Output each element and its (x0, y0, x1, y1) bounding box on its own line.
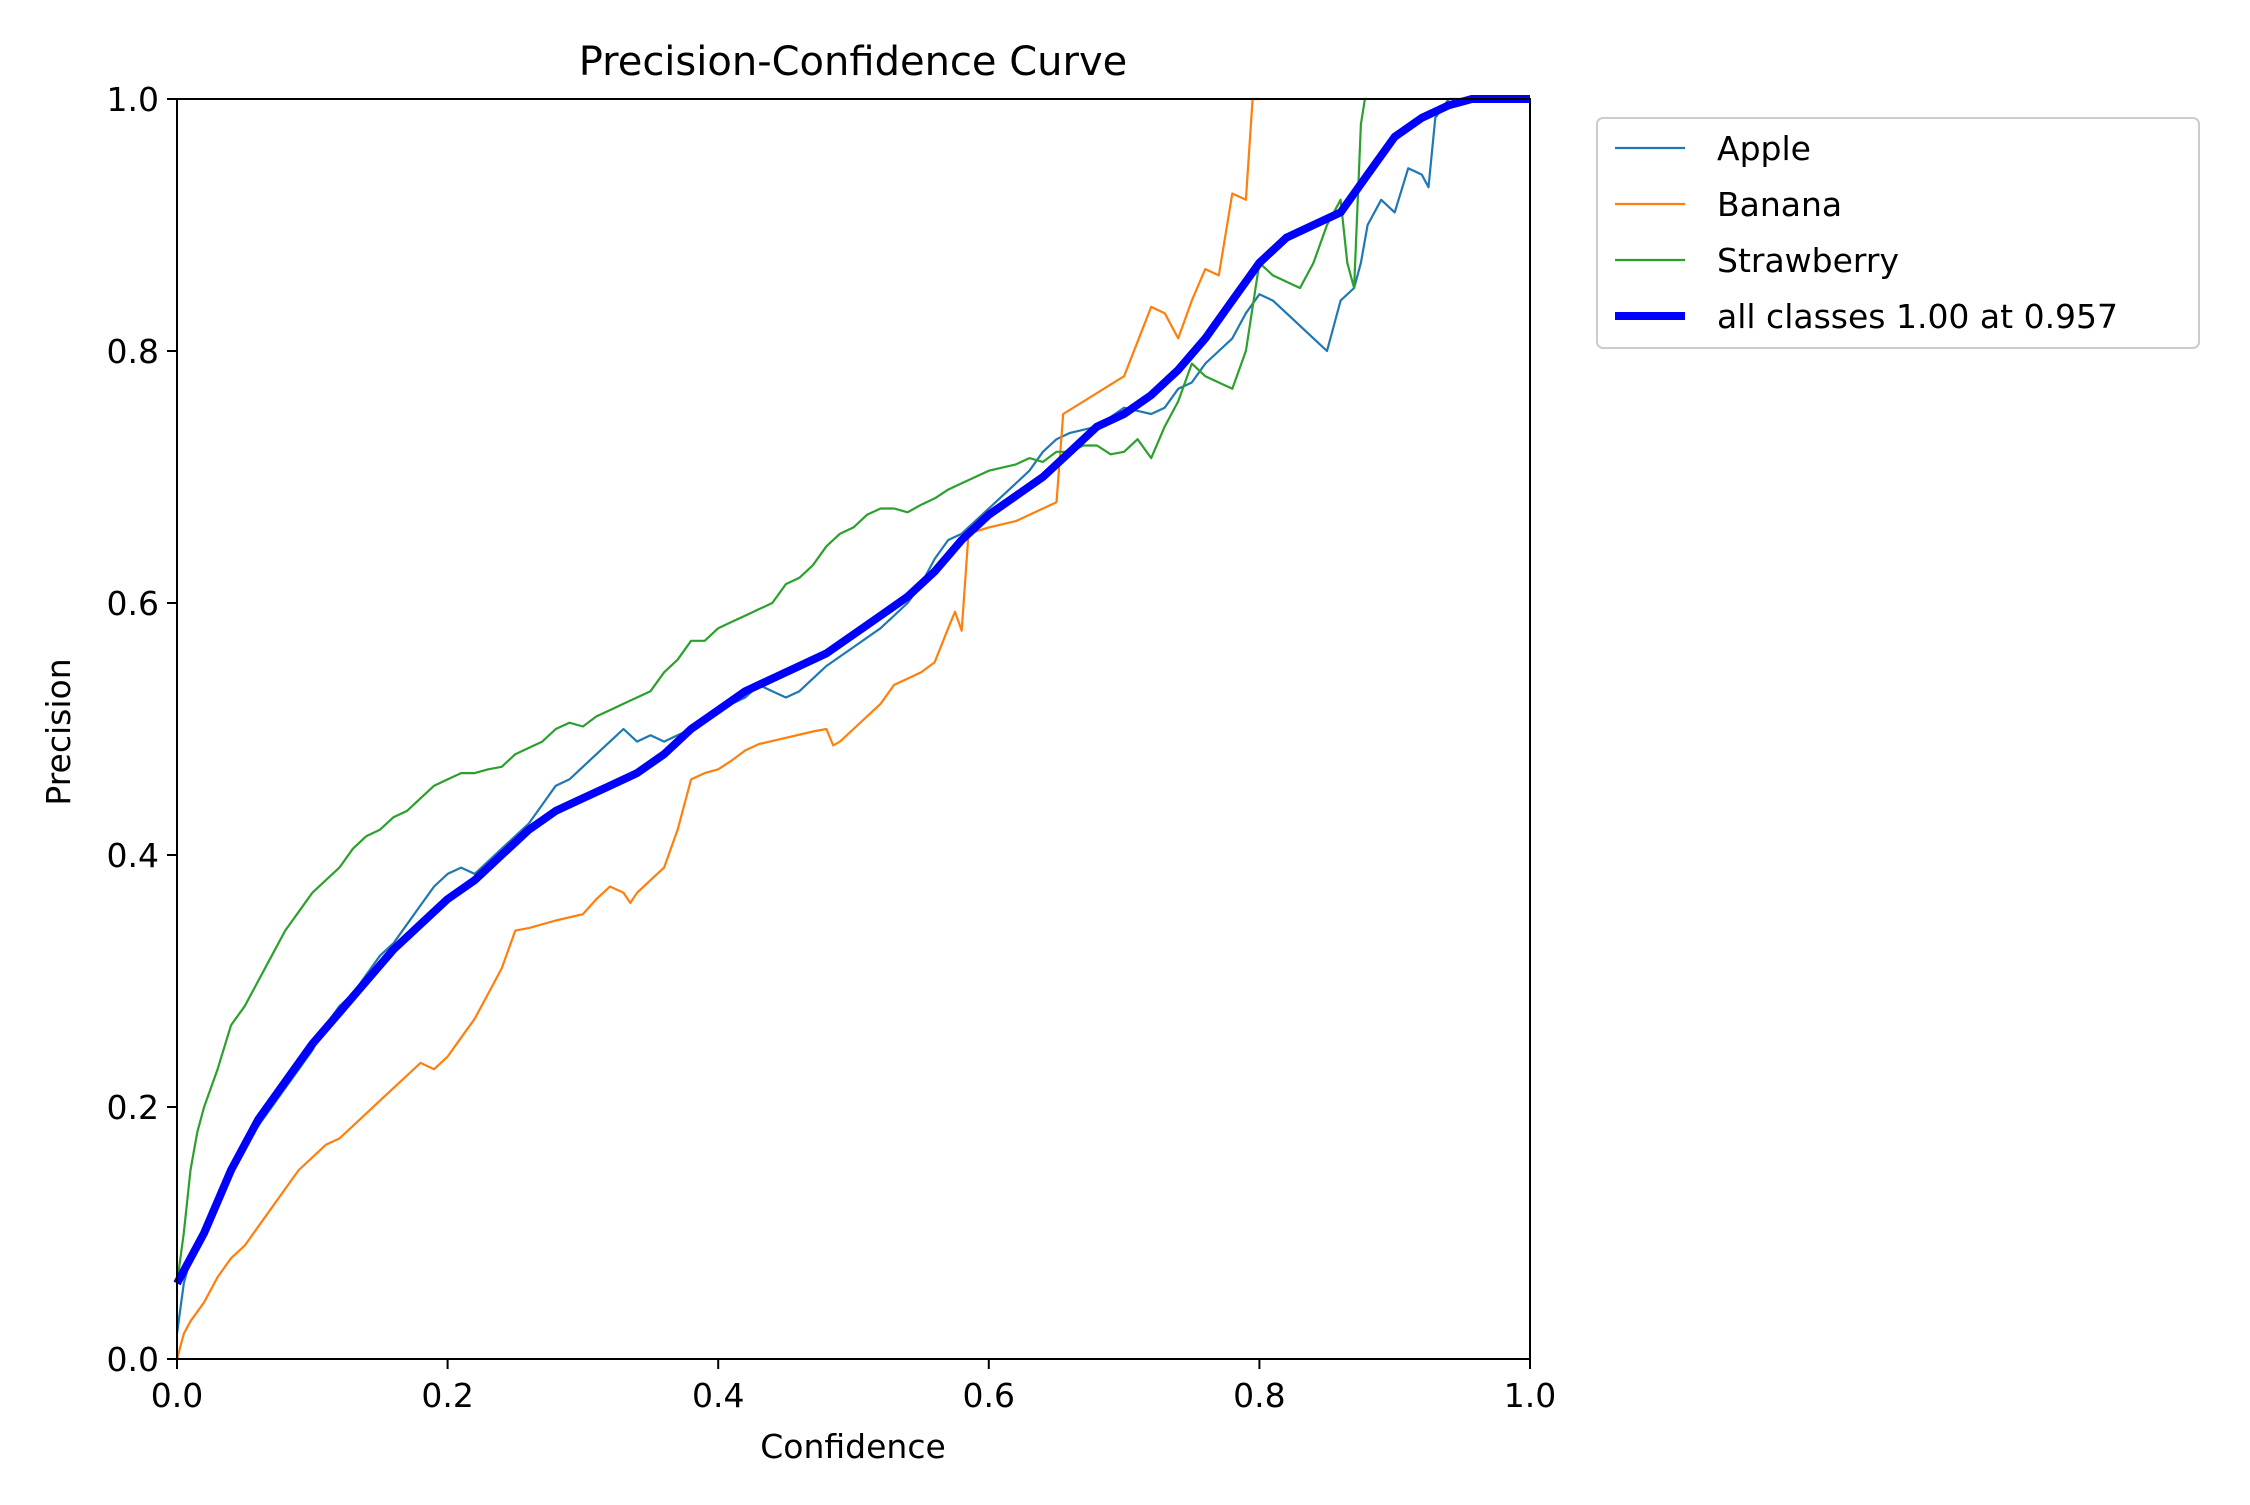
x-tick-label: 0.4 (692, 1376, 744, 1415)
series-lines (173, 95, 1530, 1360)
legend: Apple Banana Strawberry all classes 1.00 at… (1596, 117, 2200, 349)
legend-label: Banana (1717, 185, 1842, 224)
axis-ticks: 0.0 0.2 0.4 0.6 0.8 1.0 0.0 0.2 0.4 0.6 0.8 1.0 (107, 80, 1557, 1415)
series-line-apple (175, 97, 1530, 1334)
plot-frame (176, 98, 1531, 1360)
x-tick-label: 1.0 (1504, 1376, 1556, 1415)
x-tick-label: 0.8 (1233, 1376, 1285, 1415)
legend-label: Apple (1717, 129, 1811, 168)
x-tick-label: 0.0 (151, 1376, 203, 1415)
x-tick-label: 0.6 (963, 1376, 1015, 1415)
legend-box (1596, 117, 2200, 349)
y-tick-label: 1.0 (107, 80, 159, 119)
legend-label: all classes 1.00 at 0.957 (1717, 297, 2118, 336)
y-tick-label: 0.8 (107, 332, 159, 371)
x-tick-label: 0.2 (421, 1376, 473, 1415)
series-line-banana (175, 97, 1260, 1360)
y-tick-label: 0.4 (107, 836, 159, 875)
series-line-all-classes (173, 95, 1530, 1286)
x-axis-label: Confidence (760, 1427, 946, 1466)
y-axis-label: Precision (39, 658, 78, 805)
chart-title: Precision-Confidence Curve (579, 39, 1128, 85)
series-line-strawberry (175, 97, 1368, 1284)
y-tick-label: 0.6 (107, 584, 159, 623)
y-tick-label: 0.0 (107, 1340, 159, 1379)
legend-label: Strawberry (1717, 241, 1899, 280)
y-tick-label: 0.2 (107, 1088, 159, 1127)
